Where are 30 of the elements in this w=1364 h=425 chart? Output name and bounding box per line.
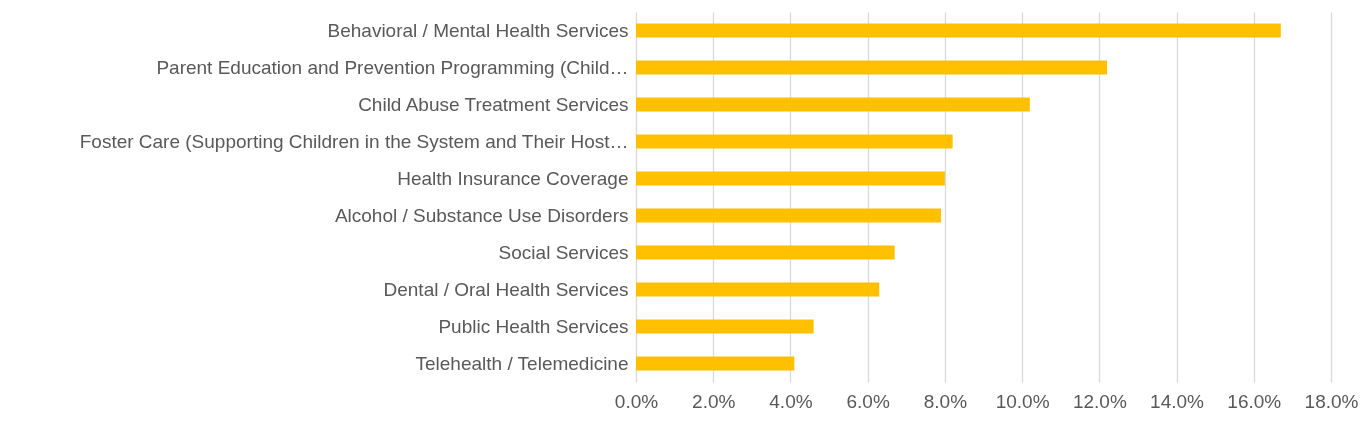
x-tick-label: 4.0% [769,390,813,412]
bar [636,282,880,297]
x-tick-label: 0.0% [614,390,659,412]
bar [636,319,814,334]
y-tick-label: Alcohol / Substance Use Disorders [334,204,629,226]
y-tick-label: Public Health Services [438,315,629,337]
x-tick-label: 6.0% [846,390,890,412]
x-tick-label: 12.0% [1072,390,1127,412]
y-tick-label: Social Services [498,241,629,263]
y-tick-label: Dental / Oral Health Services [383,278,629,300]
bar [636,23,1281,38]
y-tick-label: Health Insurance Coverage [397,167,629,189]
x-tick-label: 18.0% [1304,390,1359,412]
bar [636,134,953,149]
bar [636,208,942,223]
y-tick-label: Parent Education and Prevention Programming (Child… [156,56,629,78]
bar [636,356,795,371]
y-tick-label: Telehealth / Telemedicine [415,352,629,374]
bar [636,171,945,186]
x-tick-label: 14.0% [1150,390,1205,412]
bar [636,97,1030,112]
y-tick-label: Foster Care (Supporting Children in the System and Their Host… [79,130,629,152]
y-tick-label: Child Abuse Treatment Services [358,93,629,115]
x-tick-label: 8.0% [923,390,968,412]
x-tick-label: 10.0% [995,390,1050,412]
y-tick-label: Behavioral / Mental Health Services [327,19,629,41]
x-tick-label: 16.0% [1227,390,1282,412]
x-tick-label: 2.0% [692,390,736,412]
bar [636,245,895,260]
bar [636,60,1108,75]
